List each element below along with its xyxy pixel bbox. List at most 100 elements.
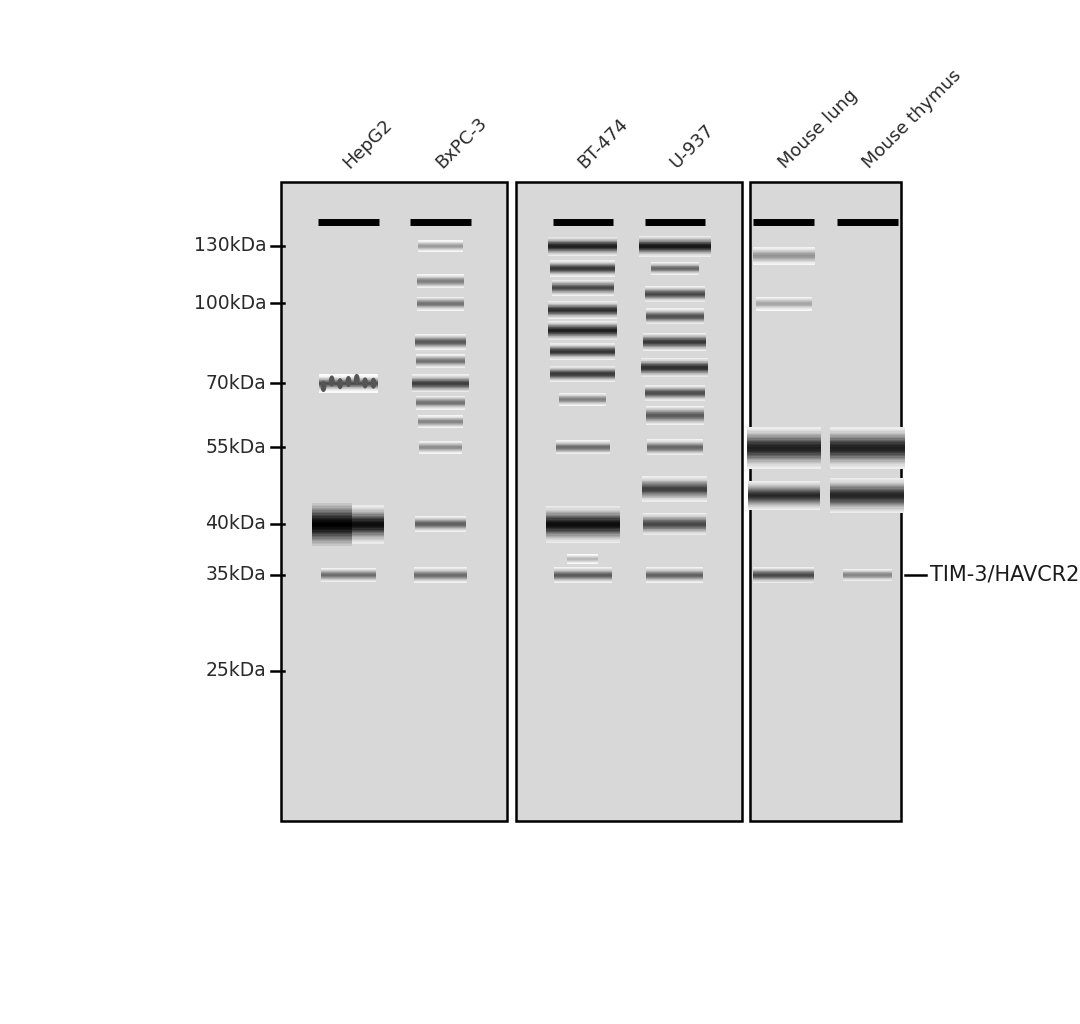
Bar — [829, 440, 905, 442]
Bar — [831, 483, 904, 485]
Bar — [747, 488, 820, 489]
Bar — [829, 451, 905, 452]
Bar — [545, 511, 620, 512]
Bar — [545, 537, 620, 538]
Text: 35kDa: 35kDa — [205, 565, 267, 585]
Bar — [312, 508, 352, 509]
Bar — [312, 513, 352, 515]
Text: 55kDa: 55kDa — [205, 437, 267, 457]
Ellipse shape — [328, 376, 335, 386]
Bar — [746, 451, 821, 452]
Bar — [312, 531, 384, 534]
Bar — [746, 428, 821, 430]
Bar — [545, 539, 620, 541]
Bar — [747, 483, 820, 484]
Bar — [747, 492, 820, 493]
Bar — [545, 508, 620, 510]
Bar — [831, 492, 904, 494]
Bar — [312, 539, 384, 540]
Bar — [747, 481, 820, 482]
Text: 40kDa: 40kDa — [205, 514, 267, 534]
Bar — [312, 528, 384, 529]
Bar — [312, 536, 384, 538]
Bar — [831, 488, 904, 489]
Bar — [545, 506, 620, 507]
Bar — [545, 514, 620, 516]
Bar — [312, 517, 352, 519]
Bar — [829, 458, 905, 459]
Bar — [831, 496, 904, 497]
Bar — [312, 516, 384, 518]
Bar — [545, 525, 620, 527]
Bar — [746, 466, 821, 467]
Bar — [831, 489, 904, 490]
Bar — [312, 510, 352, 512]
Bar — [312, 540, 352, 542]
Bar — [747, 482, 820, 483]
Bar — [312, 512, 352, 513]
Ellipse shape — [354, 374, 360, 385]
Bar — [312, 521, 352, 523]
Bar — [829, 446, 905, 447]
Bar — [545, 524, 620, 525]
Bar — [747, 507, 820, 508]
Bar — [829, 455, 905, 457]
Bar — [312, 521, 384, 523]
Bar — [831, 511, 904, 512]
Bar — [829, 462, 905, 463]
Bar — [831, 512, 904, 513]
Bar — [746, 459, 821, 461]
Bar — [312, 535, 384, 536]
Bar — [829, 434, 905, 435]
Text: BxPC-3: BxPC-3 — [432, 114, 490, 172]
Bar — [747, 486, 820, 487]
Bar — [312, 509, 384, 510]
Bar — [829, 459, 905, 461]
Bar — [545, 519, 620, 521]
Bar — [545, 532, 620, 535]
Ellipse shape — [321, 381, 326, 392]
Bar — [312, 518, 384, 519]
Bar — [831, 490, 904, 493]
Bar — [747, 495, 820, 496]
Bar — [747, 484, 820, 486]
Bar — [545, 522, 620, 523]
Bar — [829, 436, 905, 438]
Bar — [747, 487, 820, 488]
Bar — [312, 527, 352, 528]
Bar — [829, 438, 905, 439]
Bar — [312, 515, 384, 517]
Bar — [747, 497, 820, 498]
Bar — [747, 485, 820, 487]
Bar — [545, 523, 620, 524]
Bar — [312, 537, 352, 539]
Bar — [829, 454, 905, 455]
Bar — [545, 518, 620, 519]
Bar — [312, 524, 384, 525]
Bar — [747, 493, 820, 494]
Bar — [746, 439, 821, 441]
Bar — [545, 515, 620, 517]
Bar — [746, 458, 821, 459]
Bar — [829, 463, 905, 465]
Bar — [312, 529, 352, 531]
Bar — [747, 504, 820, 505]
Bar — [746, 464, 821, 466]
Bar — [746, 456, 821, 458]
Bar — [545, 526, 620, 528]
Bar — [829, 449, 905, 451]
Bar — [312, 508, 384, 509]
Bar — [746, 432, 821, 434]
Bar — [747, 500, 820, 502]
Bar — [746, 435, 821, 437]
Text: Mouse lung: Mouse lung — [775, 86, 861, 172]
Bar — [312, 526, 384, 528]
Bar — [831, 503, 904, 504]
Bar — [831, 485, 904, 486]
Bar — [312, 509, 352, 511]
Bar — [312, 510, 384, 512]
Bar — [312, 516, 352, 517]
Bar — [545, 520, 620, 522]
Bar — [829, 443, 905, 445]
Bar — [545, 528, 620, 529]
